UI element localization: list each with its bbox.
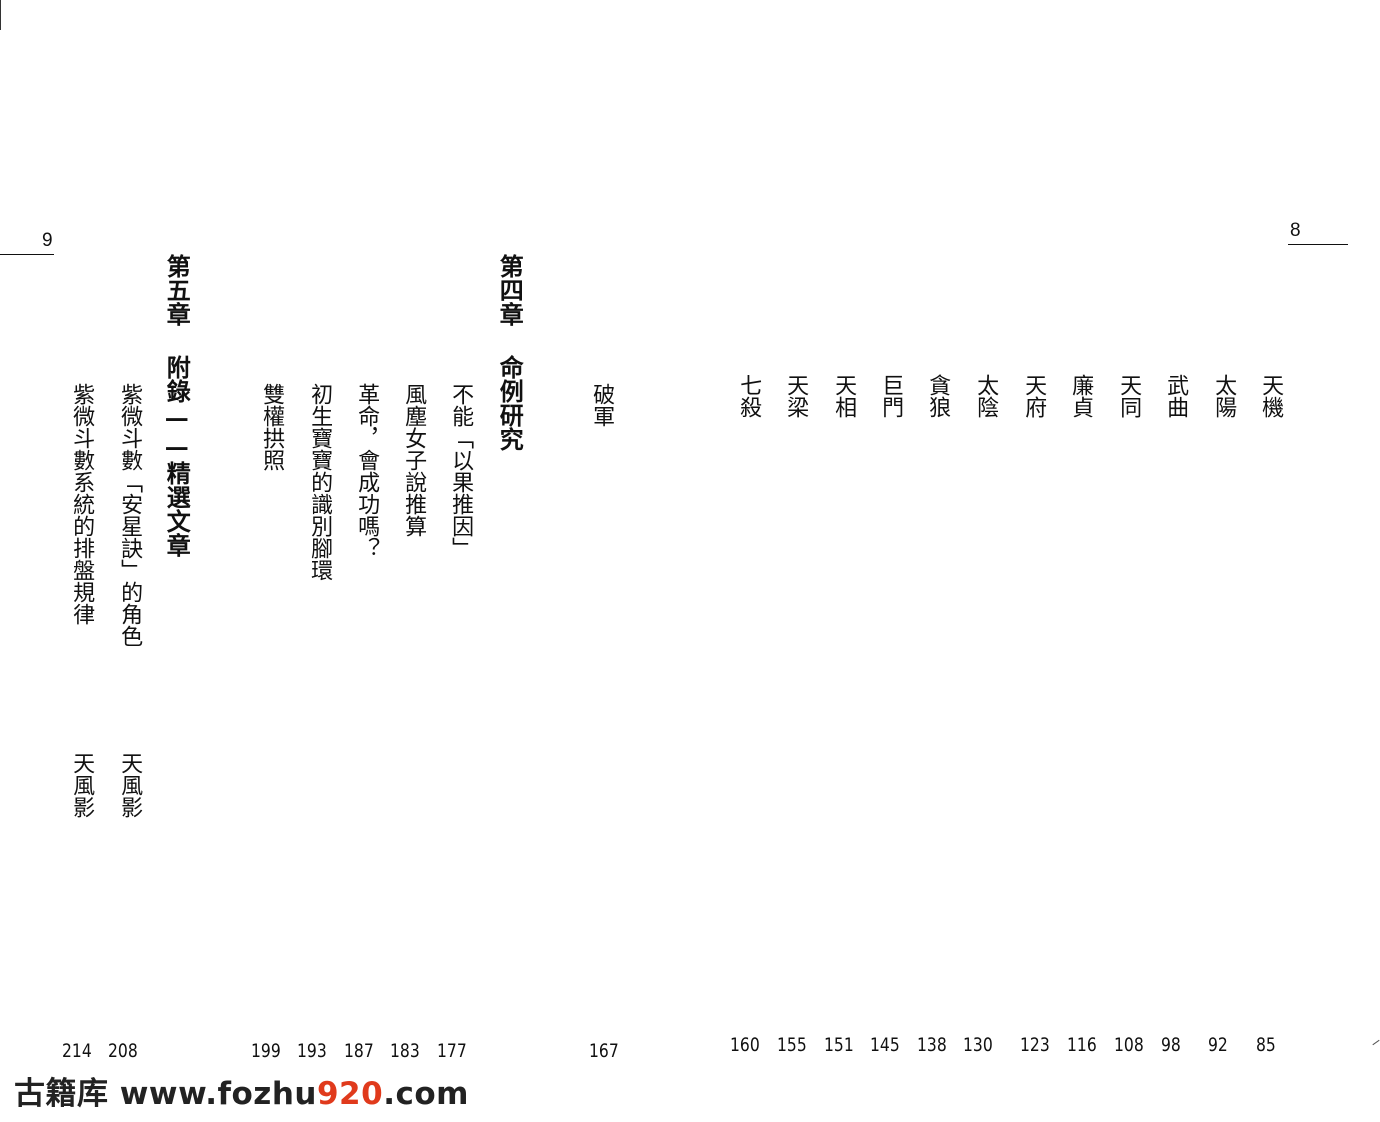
toc-entry-title: 太陽	[1211, 374, 1237, 418]
left-folio-rule	[0, 254, 54, 255]
watermark-suffix: .com	[383, 1076, 469, 1112]
toc-entry-title: 廉貞	[1068, 374, 1094, 418]
right-folio-rule	[1288, 244, 1348, 245]
page-number: 92	[1208, 1034, 1228, 1056]
watermark-prefix: 古籍库 www.fozhu	[14, 1076, 317, 1112]
chapter4-number: 第四章	[495, 254, 525, 326]
toc-entry-title: 天相	[831, 374, 857, 418]
page-number: 199	[251, 1040, 281, 1062]
scan-speck	[1372, 1039, 1380, 1046]
toc-entry-title: 不能「以果推因」	[448, 383, 474, 559]
right-folio: 8	[1290, 220, 1301, 241]
page-number: 155	[777, 1034, 807, 1056]
left-folio: 9	[42, 230, 53, 251]
toc-entry-title: 紫微斗數「安星訣」的角色	[117, 383, 143, 647]
page-number: 130	[963, 1034, 993, 1056]
page-number: 214	[62, 1040, 92, 1062]
toc-entry-title: 初生寶寶的識別腳環	[307, 383, 333, 581]
toc-entry-title: 天府	[1021, 374, 1047, 418]
watermark-accent: 920	[316, 1076, 384, 1112]
chapter5-number: 第五章	[162, 254, 192, 326]
toc-entry-author: 天風影	[69, 752, 95, 818]
page-number: 177	[437, 1040, 467, 1062]
page-number: 123	[1020, 1034, 1050, 1056]
site-watermark: 古籍库 www.fozhu920.com	[14, 1068, 469, 1113]
page-number: 151	[824, 1034, 854, 1056]
toc-entry-title: 革命，會成功嗎？	[354, 383, 380, 559]
toc-entry-title: 天梁	[783, 374, 809, 418]
corner-mark	[0, 0, 1, 30]
page-number: 98	[1161, 1034, 1181, 1056]
toc-entry-title: 武曲	[1163, 374, 1189, 418]
page-number: 160	[730, 1034, 760, 1056]
page-number: 183	[390, 1040, 420, 1062]
page-number: 145	[870, 1034, 900, 1056]
page-number: 208	[108, 1040, 138, 1062]
toc-entry-title: 紫微斗數系統的排盤規律	[69, 383, 95, 625]
toc-entry-author: 天風影	[117, 752, 143, 818]
page-number: 167	[589, 1040, 619, 1062]
page-number: 187	[344, 1040, 374, 1062]
page-number: 138	[917, 1034, 947, 1056]
toc-entry-title: 雙權拱照	[259, 383, 285, 471]
chapter4-title: 命例研究	[495, 355, 525, 451]
toc-entry-title: 太陰	[973, 374, 999, 418]
toc-entry-title: 天同	[1116, 374, 1142, 418]
page-number: 108	[1114, 1034, 1144, 1056]
toc-entry-title: 破軍	[589, 383, 615, 427]
chapter5-title: 附錄——精選文章	[162, 355, 192, 557]
toc-entry-title: 七殺	[736, 374, 762, 418]
toc-entry-title: 巨門	[878, 374, 904, 418]
toc-entry-title: 風塵女子說推算	[401, 383, 427, 537]
toc-entry-title: 貪狼	[925, 374, 951, 418]
page-number: 193	[297, 1040, 327, 1062]
page-number: 85	[1256, 1034, 1276, 1056]
toc-entry-title: 天機	[1258, 374, 1284, 418]
page-number: 116	[1067, 1034, 1097, 1056]
